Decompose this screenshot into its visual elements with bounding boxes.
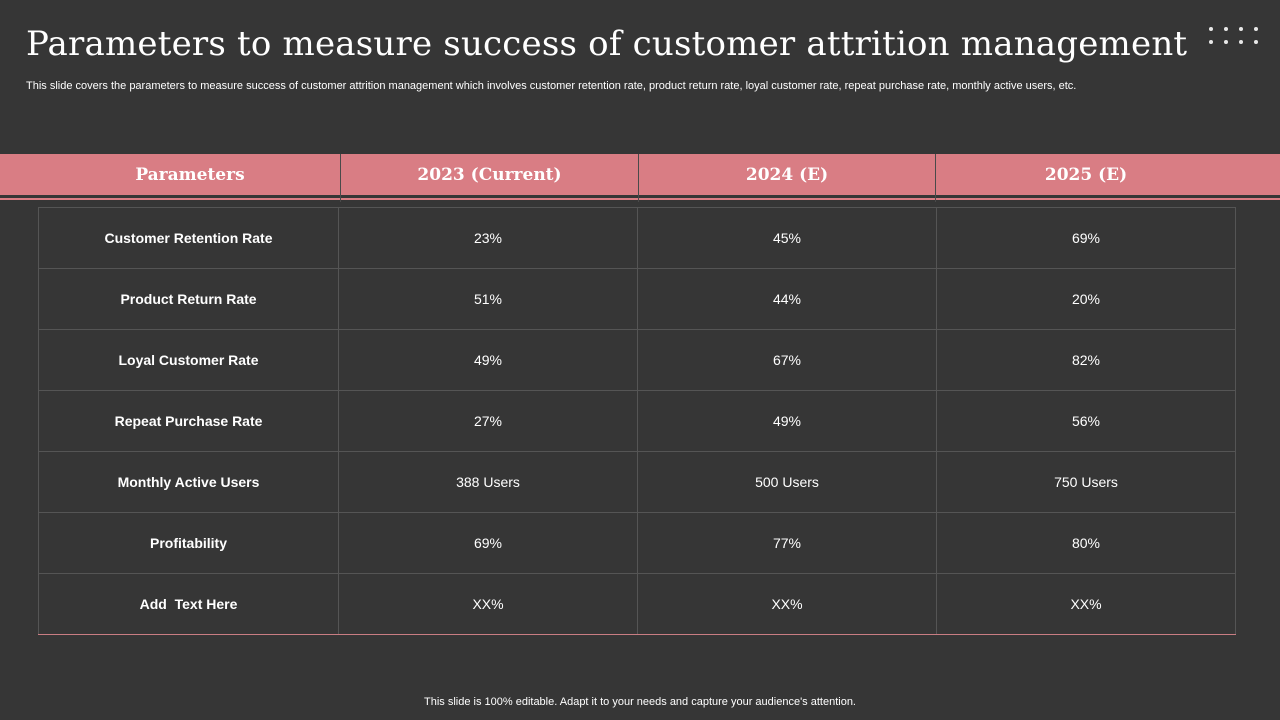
- table-row: Repeat Purchase Rate 27% 49% 56%: [38, 390, 1236, 452]
- parameter-cell: Monthly Active Users: [38, 451, 339, 513]
- value-cell-2024: 67%: [637, 329, 937, 391]
- value-cell-2023: 23%: [338, 207, 638, 269]
- table-header-band: [0, 154, 1280, 195]
- value-cell-2024: 49%: [637, 390, 937, 452]
- table-row: Monthly Active Users 388 Users 500 Users…: [38, 451, 1236, 513]
- value-cell-2023: 27%: [338, 390, 638, 452]
- dot-grid-icon: [1207, 24, 1263, 48]
- parameter-cell: Add Text Here: [38, 573, 339, 635]
- value-cell-2024: 45%: [637, 207, 937, 269]
- parameter-cell: Profitability: [38, 512, 339, 574]
- value-cell-2025: 56%: [936, 390, 1236, 452]
- value-cell-2023: 388 Users: [338, 451, 638, 513]
- value-cell-2023: XX%: [338, 573, 638, 635]
- value-cell-2024: 44%: [637, 268, 937, 330]
- table-row: Profitability 69% 77% 80%: [38, 512, 1236, 574]
- table-row: Add Text Here XX% XX% XX%: [38, 573, 1236, 635]
- value-cell-2025: 750 Users: [936, 451, 1236, 513]
- value-cell-2025: 82%: [936, 329, 1236, 391]
- value-cell-2024: 500 Users: [637, 451, 937, 513]
- value-cell-2023: 49%: [338, 329, 638, 391]
- value-cell-2025: 80%: [936, 512, 1236, 574]
- slide-title: Parameters to measure success of custome…: [26, 24, 1188, 64]
- parameters-table: Customer Retention Rate 23% 45% 69% Prod…: [38, 207, 1236, 635]
- value-cell-2024: XX%: [637, 573, 937, 635]
- slide-description: This slide covers the parameters to meas…: [26, 80, 1077, 92]
- header-underline: [0, 198, 1280, 200]
- parameter-cell: Product Return Rate: [38, 268, 339, 330]
- value-cell-2023: 69%: [338, 512, 638, 574]
- header-divider: [340, 154, 341, 202]
- header-divider: [935, 154, 936, 202]
- column-header-2025: 2025 (E): [1044, 164, 1128, 185]
- value-cell-2024: 77%: [637, 512, 937, 574]
- parameter-cell: Repeat Purchase Rate: [38, 390, 339, 452]
- value-cell-2025: 20%: [936, 268, 1236, 330]
- value-cell-2023: 51%: [338, 268, 638, 330]
- footer-note: This slide is 100% editable. Adapt it to…: [424, 696, 856, 708]
- column-header-2023: 2023 (Current): [417, 164, 562, 185]
- header-divider: [638, 154, 639, 202]
- column-header-2024: 2024 (E): [745, 164, 829, 185]
- table-row: Customer Retention Rate 23% 45% 69%: [38, 207, 1236, 269]
- value-cell-2025: 69%: [936, 207, 1236, 269]
- table-row: Product Return Rate 51% 44% 20%: [38, 268, 1236, 330]
- value-cell-2025: XX%: [936, 573, 1236, 635]
- table-row: Loyal Customer Rate 49% 67% 82%: [38, 329, 1236, 391]
- parameter-cell: Loyal Customer Rate: [38, 329, 339, 391]
- column-header-parameters: Parameters: [135, 164, 245, 185]
- parameter-cell: Customer Retention Rate: [38, 207, 339, 269]
